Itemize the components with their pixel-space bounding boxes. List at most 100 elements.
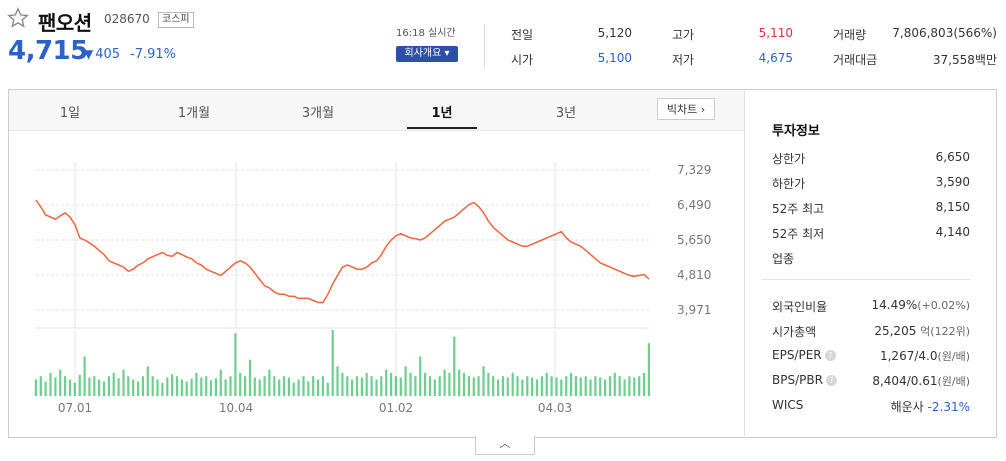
volume-bar	[535, 379, 539, 396]
volume-bar	[214, 378, 217, 396]
x-axis: 07.01 10.04 01.02 04.03	[58, 401, 572, 415]
volume-bar	[599, 377, 602, 396]
price-chart: 7,329 6,490 5,650 4,810 3,971 07.01 10.04 01.0…	[34, 162, 711, 415]
volume-bar	[497, 379, 500, 396]
volume-bar	[458, 369, 461, 396]
volume-bar	[307, 381, 310, 396]
help-icon[interactable]: ?	[825, 375, 837, 386]
volume-bar	[127, 376, 130, 396]
volume-bar	[287, 377, 290, 396]
volume-bar	[414, 376, 417, 396]
sector-label: 업종	[772, 252, 795, 266]
volume-bar	[258, 379, 261, 396]
volume-bar	[292, 382, 295, 396]
volume-bar	[200, 377, 203, 396]
week52-low-label: 52주 최저	[772, 227, 825, 241]
volume-bar	[399, 377, 402, 396]
volume-bar	[205, 376, 208, 396]
favorite-star-icon[interactable]	[7, 7, 29, 29]
big-chart-button[interactable]: 빅차트 ›	[657, 98, 715, 120]
volume-bar	[93, 376, 96, 396]
volume-bar	[424, 372, 427, 396]
volume-bar	[39, 376, 42, 396]
volume-bar	[618, 376, 621, 396]
volume-bar	[341, 372, 344, 396]
chevron-right-icon: ›	[700, 103, 706, 116]
price-change: ▼ 405	[84, 47, 120, 62]
big-chart-label: 빅차트	[666, 103, 698, 116]
eps-per-label-text: EPS/PER	[772, 348, 822, 362]
foreign-ratio-number: 14.49%	[871, 298, 918, 312]
volume-bar	[633, 377, 636, 396]
tab-3m[interactable]: 3개월	[301, 106, 335, 121]
high-value: 5,110	[758, 26, 793, 40]
volume-bar	[273, 376, 276, 396]
volume-bar	[555, 377, 558, 396]
x-tick-label: 04.03	[538, 401, 572, 415]
volume-bar	[331, 330, 334, 396]
price-line	[35, 199, 650, 304]
volume-bar	[516, 376, 519, 396]
prev-value: 5,120	[597, 26, 632, 40]
invest-divider	[762, 279, 970, 280]
volume-bar	[297, 379, 300, 396]
wics-change: -2.31%	[927, 400, 970, 414]
volume-bar	[521, 379, 524, 396]
volume-bar	[443, 369, 446, 396]
volume-bar	[492, 376, 495, 396]
open-label: 시가	[511, 53, 534, 67]
bps-pbr-number: 8,404/0.61	[872, 374, 938, 388]
volume-value: 7,806,803(566%)	[892, 26, 997, 40]
collapse-toggle[interactable]: ︿	[475, 436, 535, 455]
upper-limit-value: 6,650	[935, 150, 970, 164]
volume-bar	[59, 369, 62, 396]
volume-bar	[355, 376, 359, 396]
volume-bar	[365, 372, 368, 396]
volume-bar	[565, 376, 568, 396]
volume-bar	[239, 372, 242, 396]
volume-bar	[346, 376, 349, 396]
volume-bar	[570, 372, 573, 396]
company-overview-button[interactable]: 회사개요 ▾	[396, 46, 458, 62]
volume-bar	[642, 372, 646, 396]
volume-bar	[268, 369, 271, 396]
volume-bar	[98, 379, 101, 396]
foreign-ratio-label: 외국인비율	[772, 300, 828, 314]
volume-bar	[73, 382, 76, 396]
tab-1m[interactable]: 1개월	[177, 106, 211, 121]
volume-bar	[545, 372, 548, 396]
volume-bar	[531, 377, 534, 396]
volume-bar	[584, 376, 587, 396]
volume-bar	[263, 376, 266, 396]
volume-bar	[647, 343, 650, 396]
volume-bar	[628, 376, 631, 396]
volume-bar	[579, 377, 582, 396]
volume-bar	[282, 376, 286, 396]
bps-pbr-value: 8,404/0.61(원/배)	[872, 373, 970, 389]
volume-bar	[394, 376, 397, 396]
volume-bar	[638, 376, 641, 396]
y-axis: 7,329 6,490 5,650 4,810 3,971	[677, 163, 711, 317]
market-cap-unit: 억(122위)	[920, 325, 970, 338]
period-tabs	[9, 90, 744, 131]
volume-bar	[171, 374, 174, 396]
volume-bar	[64, 376, 67, 396]
volume-bar	[317, 379, 320, 396]
tab-3y[interactable]: 3년	[555, 106, 577, 121]
wics-value[interactable]: 해운사 -2.31%	[891, 398, 970, 415]
volume-bar	[336, 366, 339, 396]
tab-1d[interactable]: 1일	[59, 106, 81, 121]
volume-bar	[68, 379, 72, 396]
eps-per-unit: (원/배)	[937, 350, 970, 363]
x-tick-label: 01.02	[379, 401, 413, 415]
volume-bar	[409, 372, 412, 396]
volume-label: 거래량	[833, 28, 867, 42]
lower-limit-label: 하한가	[772, 177, 806, 191]
y-tick-label: 7,329	[677, 163, 711, 177]
volume-bar	[326, 382, 329, 396]
tab-1y[interactable]: 1년	[431, 106, 453, 121]
wics-sector: 해운사	[890, 400, 924, 414]
help-icon[interactable]: ?	[824, 350, 836, 361]
volume-bar	[574, 376, 577, 396]
volume-bar	[501, 376, 504, 396]
